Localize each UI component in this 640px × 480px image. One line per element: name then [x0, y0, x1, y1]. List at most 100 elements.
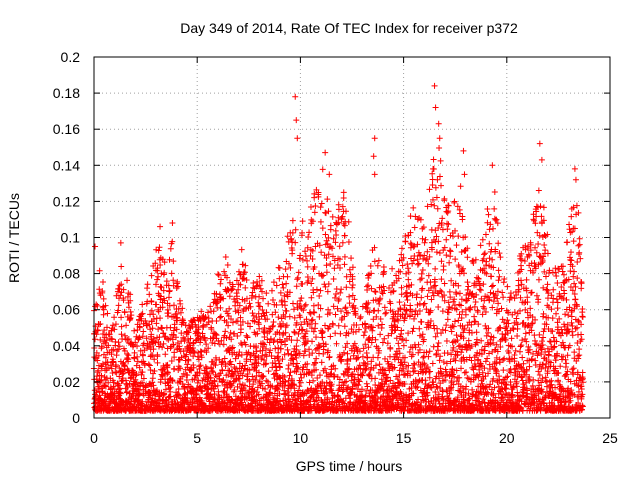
data-point — [433, 383, 440, 390]
data-point — [232, 355, 239, 362]
data-point — [446, 259, 453, 266]
data-point — [445, 208, 452, 215]
data-point — [208, 326, 215, 333]
data-points — [90, 82, 586, 414]
data-point — [285, 350, 292, 357]
data-point — [385, 332, 392, 339]
data-point — [213, 318, 220, 325]
data-point — [526, 363, 533, 370]
data-point — [342, 344, 349, 351]
data-point — [445, 202, 452, 209]
data-point — [98, 363, 105, 370]
data-point — [225, 322, 232, 329]
data-point — [457, 389, 464, 396]
data-point — [411, 361, 418, 368]
data-point — [143, 382, 150, 389]
data-point — [387, 300, 394, 307]
data-point — [349, 385, 356, 392]
data-point — [362, 325, 369, 332]
data-point — [364, 354, 371, 361]
data-point — [278, 315, 285, 322]
data-point — [355, 381, 362, 388]
data-point — [309, 256, 316, 263]
data-point — [139, 369, 146, 376]
data-point — [435, 391, 442, 398]
data-point — [276, 336, 283, 343]
data-point — [445, 309, 452, 316]
data-point — [365, 274, 372, 281]
data-point — [477, 242, 484, 249]
data-point — [434, 205, 441, 212]
data-point — [389, 265, 396, 272]
data-point — [236, 302, 243, 309]
data-point — [446, 304, 453, 311]
data-point — [417, 216, 424, 223]
data-point — [504, 283, 511, 290]
data-point — [294, 365, 301, 372]
data-point — [262, 351, 269, 358]
data-point — [405, 330, 412, 337]
data-point — [312, 346, 319, 353]
data-point — [259, 288, 266, 295]
data-point — [473, 274, 480, 281]
data-point — [330, 235, 337, 242]
data-point — [199, 330, 206, 337]
data-point — [375, 257, 382, 264]
data-point — [101, 327, 108, 334]
data-point — [368, 323, 375, 330]
data-point — [105, 379, 112, 386]
data-point — [128, 312, 135, 319]
data-point — [238, 326, 245, 333]
data-point — [228, 345, 235, 352]
data-point — [155, 247, 162, 254]
data-point — [338, 215, 345, 222]
data-point — [522, 330, 529, 337]
data-point — [338, 286, 345, 293]
data-point — [229, 344, 236, 351]
data-point — [351, 381, 358, 388]
data-point — [360, 332, 367, 339]
data-point — [93, 389, 100, 396]
data-point — [197, 339, 204, 346]
data-point — [280, 284, 287, 291]
data-point — [408, 281, 415, 288]
data-point — [499, 289, 506, 296]
data-point — [179, 305, 186, 312]
data-point — [435, 225, 442, 232]
data-point — [274, 354, 281, 361]
data-point — [491, 205, 498, 212]
data-point — [489, 256, 496, 263]
data-point — [466, 306, 473, 313]
data-point — [260, 373, 267, 380]
data-point — [369, 334, 376, 341]
data-point — [446, 288, 453, 295]
data-point — [296, 383, 303, 390]
data-point — [167, 335, 174, 342]
data-point — [299, 218, 306, 225]
data-point — [154, 276, 161, 283]
data-point — [403, 337, 410, 344]
data-point — [275, 349, 282, 356]
data-point — [308, 317, 315, 324]
data-point — [435, 339, 442, 346]
data-point — [353, 322, 360, 329]
data-point — [149, 379, 156, 386]
data-point — [190, 348, 197, 355]
data-point — [369, 324, 376, 331]
data-point — [438, 276, 445, 283]
data-point — [335, 322, 342, 329]
data-point — [362, 320, 369, 327]
data-point — [453, 332, 460, 339]
data-point — [250, 280, 257, 287]
data-point — [495, 240, 502, 247]
data-point — [540, 334, 547, 341]
data-point — [349, 284, 356, 291]
data-point — [132, 372, 139, 379]
data-point — [103, 337, 110, 344]
data-point — [430, 156, 437, 163]
data-point — [462, 234, 469, 241]
data-point — [361, 328, 368, 335]
data-point — [480, 281, 487, 288]
data-point — [214, 271, 221, 278]
data-point — [93, 331, 100, 338]
